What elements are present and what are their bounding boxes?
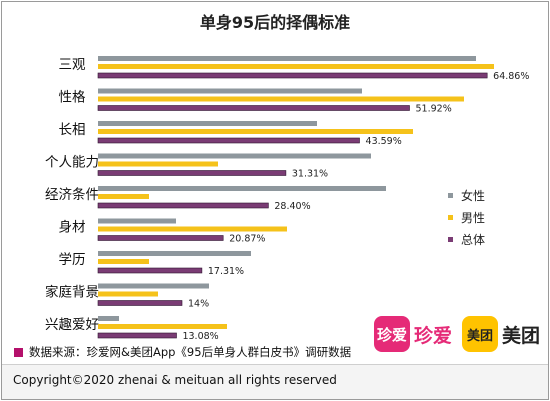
bar-总体: [97, 267, 203, 274]
chart-legend: 女性 男性 总体: [448, 184, 485, 250]
copyright-text: Copyright©2020 zhenai & meituan all righ…: [13, 373, 337, 387]
bar-总体: [97, 137, 360, 144]
source-marker: [14, 347, 23, 357]
sponsor-logos: 珍爱 珍爱 美团 美团: [374, 316, 540, 352]
bar-总体: [97, 170, 287, 176]
bar-总体: [97, 300, 183, 306]
data-label: 64.86%: [493, 71, 529, 82]
bar-女性: [98, 251, 251, 256]
data-label: 20.87%: [229, 234, 265, 245]
legend-label: 女性: [461, 188, 486, 203]
category-label: 家庭背景: [45, 284, 99, 301]
source-text: 数据来源：珍爱网&美团App《95后单身人群白皮书》调研数据: [29, 345, 352, 359]
bar-总体: [97, 72, 488, 79]
data-label: 31.31%: [292, 169, 328, 180]
bar-女性: [98, 186, 386, 191]
bar-男性: [98, 324, 227, 329]
legend-swatch: [448, 236, 453, 242]
bar-男性: [98, 96, 464, 102]
chart-title: 单身95后的择偶标准: [200, 13, 350, 32]
bar-总体: [97, 235, 224, 241]
bar-总体: [97, 202, 269, 209]
footer-strip: [2, 364, 548, 399]
category-label: 学历: [59, 252, 86, 268]
bar-女性: [98, 283, 209, 289]
bar-总体: [97, 105, 410, 111]
zhenai-logo-text: 珍爱: [414, 324, 453, 347]
data-label: 14%: [188, 299, 209, 310]
bar-男性: [98, 226, 287, 232]
bar-女性: [98, 316, 119, 321]
category-label: 经济条件: [45, 186, 99, 203]
category-label: 兴趣爱好: [45, 317, 99, 333]
category-label: 个人能力: [45, 155, 99, 171]
bar-女性: [98, 121, 317, 126]
data-label: 17.31%: [208, 266, 244, 277]
category-label: 长相: [59, 122, 86, 138]
data-label: 13.08%: [182, 331, 218, 342]
bar-男性: [98, 64, 494, 69]
meituan-logo-icon: 美团: [462, 316, 499, 352]
bar-男性: [98, 161, 218, 167]
bar-女性: [98, 56, 476, 61]
legend-swatch: [448, 214, 453, 220]
bar-男性: [98, 259, 149, 264]
bar-男性: [98, 291, 158, 297]
bar-总体: [97, 332, 177, 339]
category-label: 身材: [59, 220, 86, 236]
data-label: 43.59%: [366, 136, 402, 147]
bar-女性: [98, 88, 362, 94]
category-label: 三观: [59, 57, 86, 73]
legend-item: 总体: [448, 228, 485, 250]
bar-女性: [98, 218, 176, 224]
legend-item: 女性: [448, 184, 485, 206]
bar-男性: [98, 194, 149, 199]
legend-item: 男性: [448, 206, 485, 228]
legend-swatch: [448, 192, 453, 198]
data-label: 51.92%: [416, 104, 452, 115]
legend-label: 男性: [461, 210, 486, 225]
source-note: 数据来源：珍爱网&美团App《95后单身人群白皮书》调研数据: [14, 344, 351, 360]
data-label: 28.40%: [274, 201, 310, 212]
meituan-logo-text: 美团: [502, 324, 541, 347]
bar-男性: [98, 129, 413, 134]
category-label: 性格: [59, 90, 86, 106]
zhenai-logo-icon: 珍爱: [374, 316, 410, 352]
bar-女性: [98, 153, 371, 159]
legend-label: 总体: [461, 232, 486, 247]
